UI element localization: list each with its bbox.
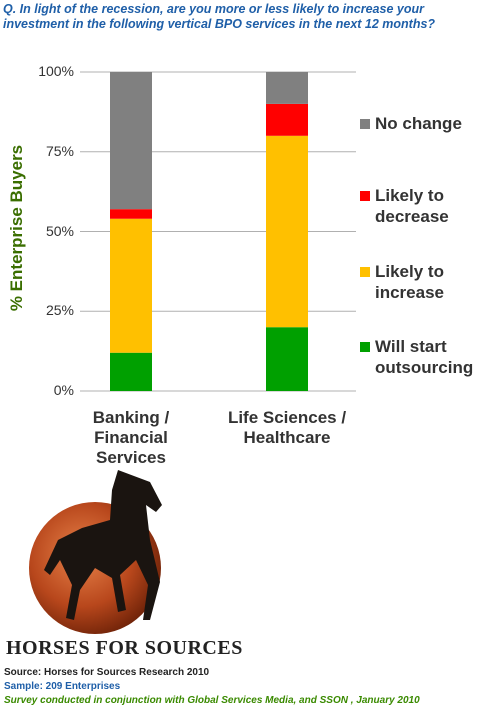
legend-label: Will start outsourcing <box>375 337 474 377</box>
legend-label: No change <box>375 114 462 133</box>
legend-swatch <box>360 191 370 201</box>
bar-segment <box>266 103 308 136</box>
brand-name: HORSES FOR SOURCES <box>6 637 243 659</box>
survey-note: Survey conducted in conjunction with Glo… <box>4 695 420 706</box>
y-axis-label: % Enterprise Buyers <box>7 144 26 312</box>
logo-horse <box>44 470 162 620</box>
y-tick-label: 0% <box>53 382 74 398</box>
legend-swatch <box>360 342 370 352</box>
y-tick-label: 75% <box>45 142 74 159</box>
x-tick-label: Banking / Financial Services <box>92 408 170 467</box>
legend-swatch <box>360 119 370 129</box>
bar-segment <box>110 209 152 219</box>
y-tick-label: 100% <box>38 63 74 79</box>
bar-segment <box>266 135 308 328</box>
source-note: Source: Horses for Sources Research 2010 <box>4 667 210 678</box>
chart-title: Q. In light of the recession, are you mo… <box>3 2 436 31</box>
bar-segment <box>266 327 308 391</box>
bar-segment <box>110 218 152 353</box>
legend-label: Likely to decrease <box>375 186 449 226</box>
legend-swatch <box>360 267 370 277</box>
logo <box>29 470 162 634</box>
y-tick-label: 50% <box>45 222 74 239</box>
legend-label: Likely to increase <box>375 262 444 302</box>
y-tick-label: 25% <box>45 302 74 319</box>
bar-segment <box>266 72 308 104</box>
bar-segment <box>110 352 152 391</box>
x-tick-label: Life Sciences / Healthcare <box>227 408 347 447</box>
bar-segment <box>110 72 152 210</box>
sample-note: Sample: 209 Enterprises <box>4 681 121 692</box>
